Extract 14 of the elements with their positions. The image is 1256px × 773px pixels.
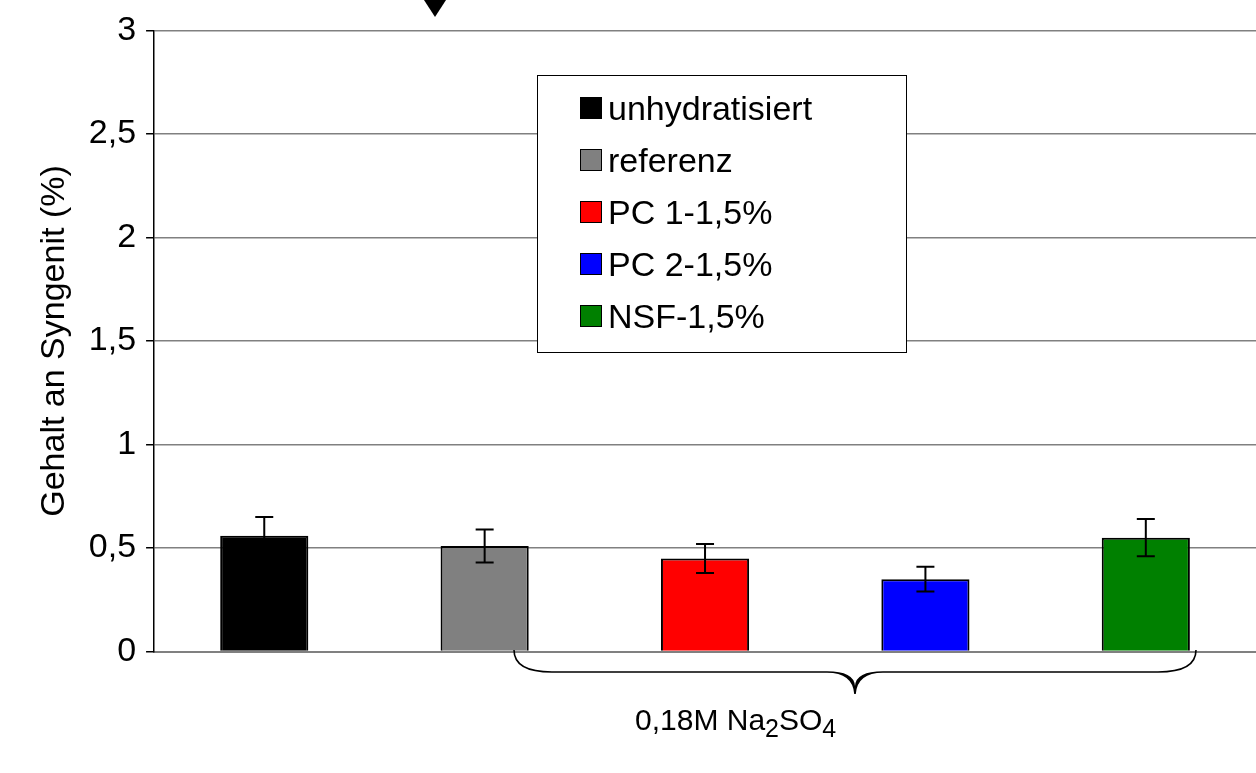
legend-label: PC 2-1,5% [608,244,773,284]
text: 0,18M Na$_{2}$SO$_{4}$ [634,703,838,743]
y-tick-label: 2,5 [88,112,137,151]
legend-label: referenz [608,140,733,180]
y-tick-label: 1,5 [88,319,137,358]
legend-label: unhydratisiert [608,88,813,128]
y-tick-label: 1 [117,422,137,461]
legend-label: NSF-1,5% [608,296,765,336]
y-tick-label: 0 [117,629,137,668]
y-tick-label: 3 [117,8,137,47]
y-axis-title: Gehalt an Syngenit (%) [32,165,71,517]
legend-label: PC 1-1,5% [608,192,773,232]
y-tick-label: 0,5 [88,526,137,565]
y-tick-label: 2 [117,215,137,254]
